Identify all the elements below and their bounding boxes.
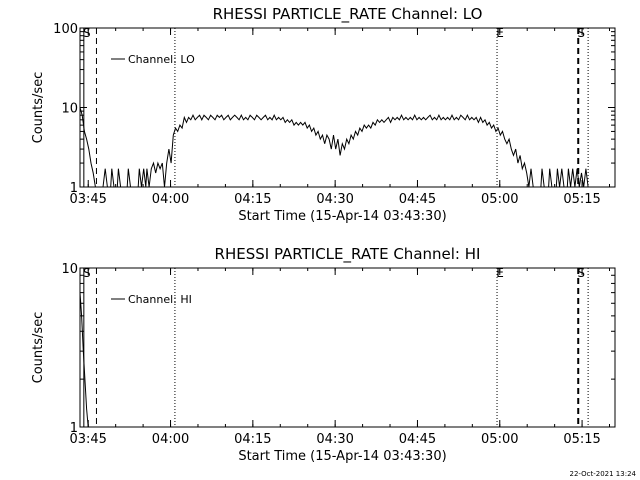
plot-frame (79, 27, 616, 188)
x-tick-label: 05:15 (563, 192, 600, 207)
y-tick-label: 10 (61, 262, 78, 277)
marker-label: S (83, 266, 91, 280)
x-tick-label: 04:00 (152, 432, 189, 447)
chart-title: RHESSI PARTICLE_RATE Channel: LO (213, 5, 483, 24)
x-tick-label: 05:00 (481, 192, 518, 207)
y-tick-label: 1 (70, 181, 78, 196)
x-tick-label: 04:45 (399, 192, 436, 207)
marker-label: E (496, 266, 504, 280)
marker-label: S (577, 26, 585, 40)
marker-label: E (496, 26, 504, 40)
x-axis-label: Start Time (15-Apr-14 03:43:30) (238, 209, 446, 224)
x-tick-label: 04:00 (152, 192, 189, 207)
y-tick-label: 100 (53, 22, 78, 37)
y-tick-label: 10 (61, 102, 78, 117)
y-axis-label: Counts/sec (31, 312, 46, 384)
series-line (79, 107, 615, 188)
y-tick-label: 1 (70, 421, 78, 436)
chart-panel-1: RHESSI PARTICLE_RATE Channel: LO 03:45 04:… (31, 5, 616, 224)
x-axis-label: Start Time (15-Apr-14 03:43:30) (238, 449, 446, 464)
x-tick-label: 04:15 (234, 432, 271, 447)
y-axis-label: Counts/sec (31, 72, 46, 144)
x-tick-label: 03:45 (69, 432, 106, 447)
x-tick-label: 04:30 (316, 192, 353, 207)
series-line (79, 292, 615, 428)
x-tick-label: 05:00 (481, 432, 518, 447)
x-tick-label: 04:45 (399, 432, 436, 447)
marker-label: S (577, 266, 585, 280)
x-tick-label: 03:45 (69, 192, 106, 207)
legend-label: Channel: HI (128, 293, 192, 306)
x-tick-label: 04:15 (234, 192, 271, 207)
chart-panel-2: RHESSI PARTICLE_RATE Channel: HI 03:45 04:… (31, 245, 616, 464)
timestamp-label: 22-Oct-2021 13:24 (569, 470, 636, 478)
x-tick-label: 04:30 (316, 432, 353, 447)
marker-label: S (83, 26, 91, 40)
legend-label: Channel: LO (128, 53, 195, 66)
chart-title: RHESSI PARTICLE_RATE Channel: HI (215, 245, 481, 264)
plot-frame (79, 267, 616, 428)
x-tick-label: 05:15 (563, 432, 600, 447)
